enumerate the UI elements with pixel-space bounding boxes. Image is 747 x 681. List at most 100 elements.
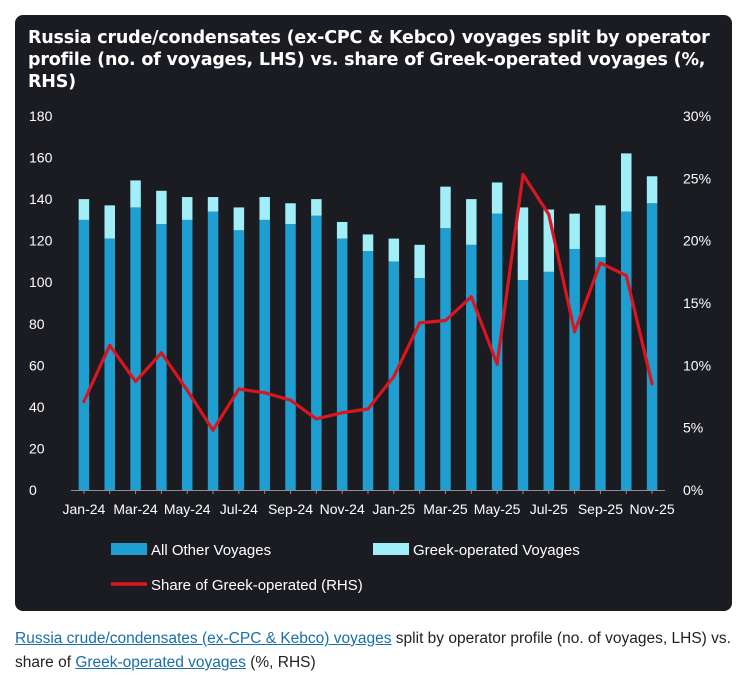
- y-left-tick-label: 80: [29, 316, 45, 332]
- y-right-tick-label: 10%: [683, 357, 711, 373]
- x-tick-label: Mar-25: [423, 501, 468, 517]
- bar-greek-operated-voyages: [517, 207, 529, 281]
- line-point-share-greek-operated: [521, 172, 525, 177]
- bar-greek-operated-voyages: [285, 203, 296, 225]
- bar-greek-operated-voyages: [388, 238, 400, 262]
- bar-all-other-voyages: [104, 238, 115, 490]
- bar-greek-operated-voyages: [156, 190, 167, 225]
- bar-all-other-voyages: [285, 224, 296, 491]
- bar-all-other-voyages: [336, 238, 348, 490]
- line-point-share-greek-operated: [108, 343, 112, 347]
- bar-greek-operated-voyages: [543, 209, 555, 272]
- bar-all-other-voyages: [259, 219, 270, 490]
- bar-greek-operated-voyages: [207, 197, 219, 212]
- legend-label-share-greek-operated: Share of Greek-operated (RHS): [151, 577, 363, 594]
- legend-label-greek-operated-voyages: Greek-operated Voyages: [413, 542, 580, 559]
- bar-greek-operated-voyages: [78, 199, 90, 220]
- bar-all-other-voyages: [78, 219, 90, 490]
- caption-link-voyages[interactable]: Russia crude/condensates (ex-CPC & Kebco…: [15, 630, 392, 647]
- y-left-tick-label: 120: [29, 233, 53, 249]
- caption-link-greek-operated[interactable]: Greek-operated voyages: [75, 654, 246, 671]
- x-tick-label: Sep-24: [268, 501, 313, 517]
- bar-greek-operated-voyages: [336, 221, 348, 239]
- chart-plot: 0 20 40 60 80 100 120 140 160 180 0% 5% 10% 15% 20% 25%…: [29, 108, 711, 594]
- bar-all-other-voyages: [156, 224, 167, 491]
- x-tick-label: Nov-24: [320, 501, 365, 517]
- chart-caption: Russia crude/condensates (ex-CPC & Kebco…: [15, 627, 735, 675]
- bar-all-other-voyages: [621, 211, 632, 491]
- x-tick-label: May-25: [474, 501, 521, 517]
- x-tick-label: Mar-24: [113, 501, 158, 517]
- y-right-tick-label: 30%: [683, 108, 711, 124]
- bar-all-other-voyages: [491, 213, 503, 490]
- legend-label-all-other-voyages: All Other Voyages: [151, 542, 271, 559]
- bar-all-other-voyages: [440, 228, 451, 490]
- caption-text-2: (%, RHS): [245, 654, 316, 671]
- line-point-share-greek-operated: [288, 398, 293, 402]
- line-point-share-greek-operated: [495, 362, 499, 366]
- bar-all-other-voyages: [311, 215, 322, 490]
- y-left-tick-label: 180: [29, 108, 53, 124]
- y-right-tick-label: 20%: [683, 233, 711, 249]
- bar-greek-operated-voyages: [104, 205, 115, 239]
- bar-greek-operated-voyages: [259, 197, 270, 220]
- bar-greek-operated-voyages: [440, 186, 451, 229]
- y-left-tick-label: 40: [29, 399, 45, 415]
- bar-greek-operated-voyages: [130, 180, 141, 208]
- bar-greek-operated-voyages: [595, 205, 606, 258]
- bar-greek-operated-voyages: [233, 207, 245, 231]
- line-point-share-greek-operated: [82, 399, 86, 404]
- bar-all-other-voyages: [466, 244, 477, 490]
- bar-greek-operated-voyages: [414, 244, 425, 279]
- bar-all-other-voyages: [569, 248, 580, 490]
- line-point-share-greek-operated: [211, 428, 215, 432]
- bar-all-other-voyages: [414, 278, 425, 490]
- line-point-share-greek-operated: [340, 411, 344, 415]
- line-point-share-greek-operated: [573, 330, 577, 334]
- y-right-tick-label: 25%: [683, 170, 711, 186]
- bar-all-other-voyages: [207, 211, 219, 491]
- bar-all-other-voyages: [130, 207, 141, 490]
- x-tick-label: Nov-25: [630, 501, 675, 517]
- chart-card: Russia crude/condensates (ex-CPC & Kebco…: [15, 15, 732, 611]
- line-point-share-greek-operated: [263, 391, 267, 395]
- line-point-share-greek-operated: [650, 382, 654, 386]
- x-tick-label: Jan-25: [372, 501, 415, 517]
- y-right-tick-label: 0%: [683, 482, 703, 498]
- y-left-tick-label: 160: [29, 150, 53, 166]
- bar-greek-operated-voyages: [569, 213, 580, 249]
- x-tick-label: Jan-24: [63, 501, 106, 517]
- bar-all-other-voyages: [646, 203, 658, 490]
- bar-greek-operated-voyages: [621, 153, 632, 212]
- line-point-share-greek-operated: [185, 388, 189, 392]
- chart-title: Russia crude/condensates (ex-CPC & Kebco…: [28, 28, 710, 92]
- x-tick-label: Sep-25: [578, 501, 623, 517]
- legend-swatch-all-other-voyages: [111, 543, 147, 555]
- y-right-tick-label: 5%: [683, 420, 703, 436]
- line-point-share-greek-operated: [159, 351, 163, 355]
- bar-all-other-voyages: [181, 219, 193, 490]
- y-left-tick-label: 100: [29, 274, 53, 290]
- y-left-tick-label: 20: [29, 440, 45, 456]
- line-point-share-greek-operated: [418, 321, 422, 325]
- line-point-share-greek-operated: [237, 387, 241, 391]
- bar-greek-operated-voyages: [362, 234, 374, 252]
- line-point-share-greek-operated: [598, 261, 603, 265]
- line-point-share-greek-operated: [547, 212, 551, 217]
- y-left-tick-label: 0: [29, 482, 37, 498]
- y-left-tick-label: 60: [29, 357, 45, 373]
- bar-greek-operated-voyages: [466, 199, 477, 245]
- bar-all-other-voyages: [595, 257, 606, 490]
- bar-all-other-voyages: [362, 251, 374, 490]
- bar-greek-operated-voyages: [646, 176, 658, 204]
- y-right-tick-label: 15%: [683, 295, 711, 311]
- legend-swatch-greek-operated-voyages: [373, 543, 409, 555]
- x-tick-label: Jul-25: [530, 501, 568, 517]
- line-point-share-greek-operated: [392, 374, 396, 379]
- line-point-share-greek-operated: [624, 273, 628, 278]
- line-point-share-greek-operated: [443, 318, 448, 323]
- bar-greek-operated-voyages: [491, 182, 503, 214]
- x-tick-label: Jul-24: [220, 501, 258, 517]
- bar-greek-operated-voyages: [311, 199, 322, 216]
- line-point-share-greek-operated: [366, 407, 370, 411]
